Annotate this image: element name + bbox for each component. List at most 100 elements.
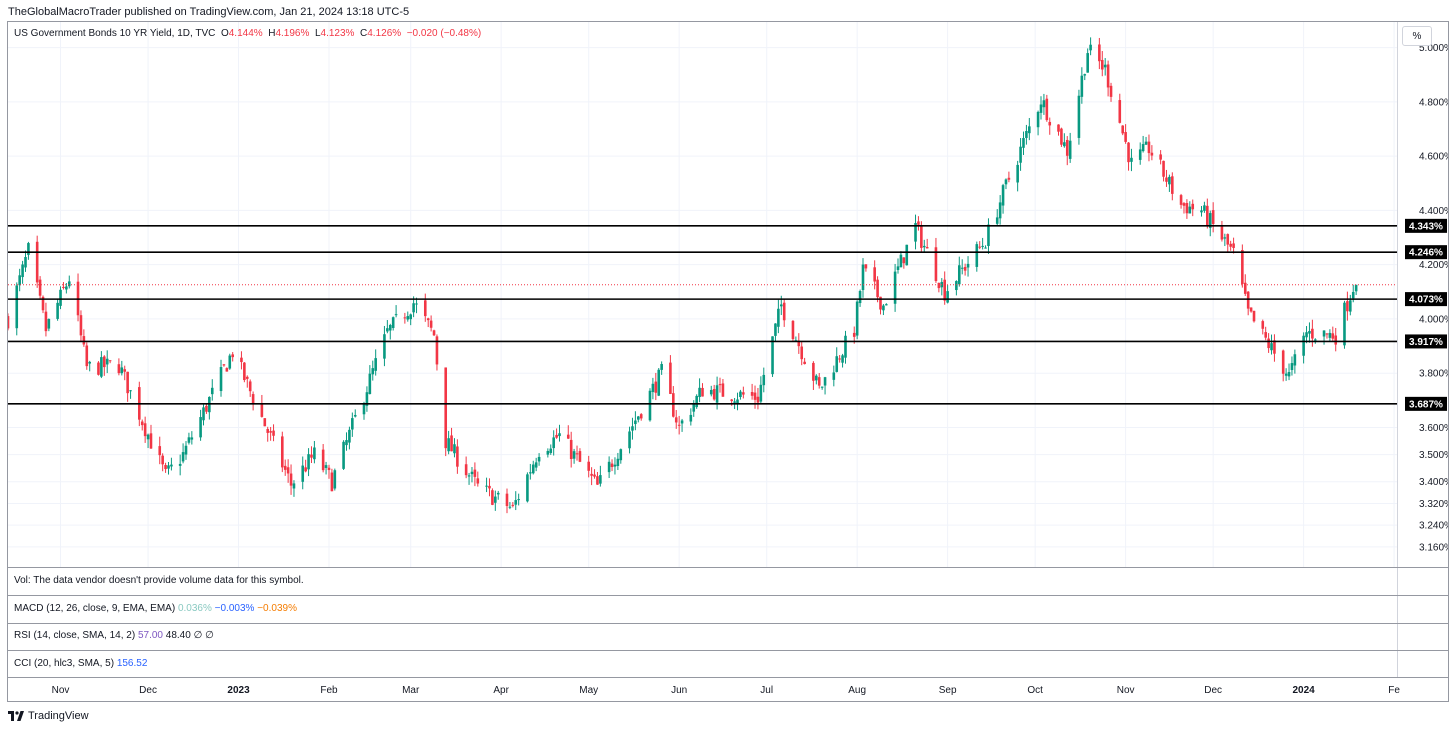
candle-down [432,329,436,337]
candle-down [1281,349,1285,382]
candle-body [1144,141,1148,145]
candle-body [925,247,929,249]
candle-up [415,297,418,314]
candle-body [1150,152,1154,156]
time-axis[interactable]: Nov Dec 2023 Feb Mar Apr May Jun Jul Aug Sep Oct Nov… [8,678,1448,700]
y-tick-label: 5.000% [1419,43,1448,54]
candle-up [1354,284,1358,296]
candle-body [85,345,89,367]
candle-body [715,385,719,403]
candle-body [494,496,497,503]
candle-up [1036,110,1040,136]
candle-up [324,461,328,475]
candle-body [505,493,509,507]
candle-down [876,276,879,303]
candle-body [304,467,307,472]
candle-body [695,395,698,408]
candle-body [1039,104,1043,113]
candle-up [1290,356,1294,376]
x-tick-label: Nov [52,685,70,696]
legend-symbol[interactable]: US Government Bonds 10 YR Yield, 1D, TVC [14,28,216,39]
rsi-pane[interactable]: RSI (14, close, SMA, 14, 2) 57.00 48.40 … [14,630,214,641]
candle-body [978,246,982,248]
candle-down [1159,150,1162,165]
candle-body [1060,128,1063,145]
candle-body [750,392,754,396]
candle-body [639,414,643,419]
candle-down [1185,199,1189,219]
candle-up [1144,136,1148,146]
candle-body [202,407,205,421]
candle-down [1121,125,1125,136]
candle-body [1191,203,1195,210]
percent-scale-button[interactable]: % [1402,26,1432,46]
candle-body [587,461,590,471]
candle-down [1334,327,1338,352]
cci-pane[interactable]: CCI (20, hlc3, SMA, 5) 156.52 [14,658,147,669]
candle-down [803,357,806,365]
candle-body [269,431,272,433]
candle-up [362,401,366,420]
candle-body [409,314,412,320]
candle-up [998,195,1002,225]
candle-up [882,304,885,316]
candle-down [1045,94,1049,122]
candle-body [771,336,774,375]
candle-up [1086,48,1089,73]
candle-body [555,434,558,438]
candle-down [330,468,334,492]
candle-body [1220,225,1224,240]
candle-body [709,389,713,395]
candle-body [117,364,121,374]
candle-up [228,353,232,370]
candle-up [832,365,836,387]
level-price-label: 4.073% [1409,295,1443,306]
candle-body [423,300,427,317]
candle-up [368,365,372,395]
candle-up [27,241,30,260]
candle-body [351,418,354,430]
candle-down [730,398,733,406]
candle-body [914,223,917,242]
candle-up [1305,326,1308,344]
candle-body [981,245,984,247]
tradingview-logo[interactable]: TradingView [8,710,89,722]
y-tick-label: 4.600% [1419,152,1448,163]
candle-body [692,404,696,412]
candle-down [1048,117,1052,135]
price-chart[interactable]: 5.000% 4.800% 4.600% 4.400% 4.200% 4.000% 3.80… [8,22,1448,567]
candle-down [575,445,579,461]
candle-down [654,372,658,401]
candle-down [8,313,10,331]
candle-up [648,388,652,422]
candle-body [88,361,92,364]
candle-body [526,474,529,502]
candle-body [873,267,876,282]
candle-up [307,448,310,477]
candle-body [1103,64,1107,68]
candle-body [637,416,640,420]
candle-down [1162,160,1165,182]
candle-up [1130,148,1133,172]
candle-body [429,320,433,328]
candle-down [158,436,162,465]
candle-body [1086,53,1089,73]
candle-body [231,354,234,358]
macd-pane[interactable]: MACD (12, 26, close, 9, EMA, EMA) 0.036%… [14,603,297,614]
candle-body [631,426,634,431]
legend-close-label: C [360,28,368,39]
candle-down [505,488,509,514]
candle-up [893,263,897,312]
candle-down [791,320,795,342]
candle-body [777,308,780,327]
candle-body [292,483,296,489]
candle-body [1159,154,1162,160]
candle-body [596,476,599,485]
y-tick-label: 3.400% [1419,477,1448,488]
candle-body [444,367,448,449]
candle-down [286,459,290,483]
candle-down [672,386,675,418]
candle-body [365,392,369,406]
candle-up [529,463,532,480]
candle-body [170,464,173,467]
